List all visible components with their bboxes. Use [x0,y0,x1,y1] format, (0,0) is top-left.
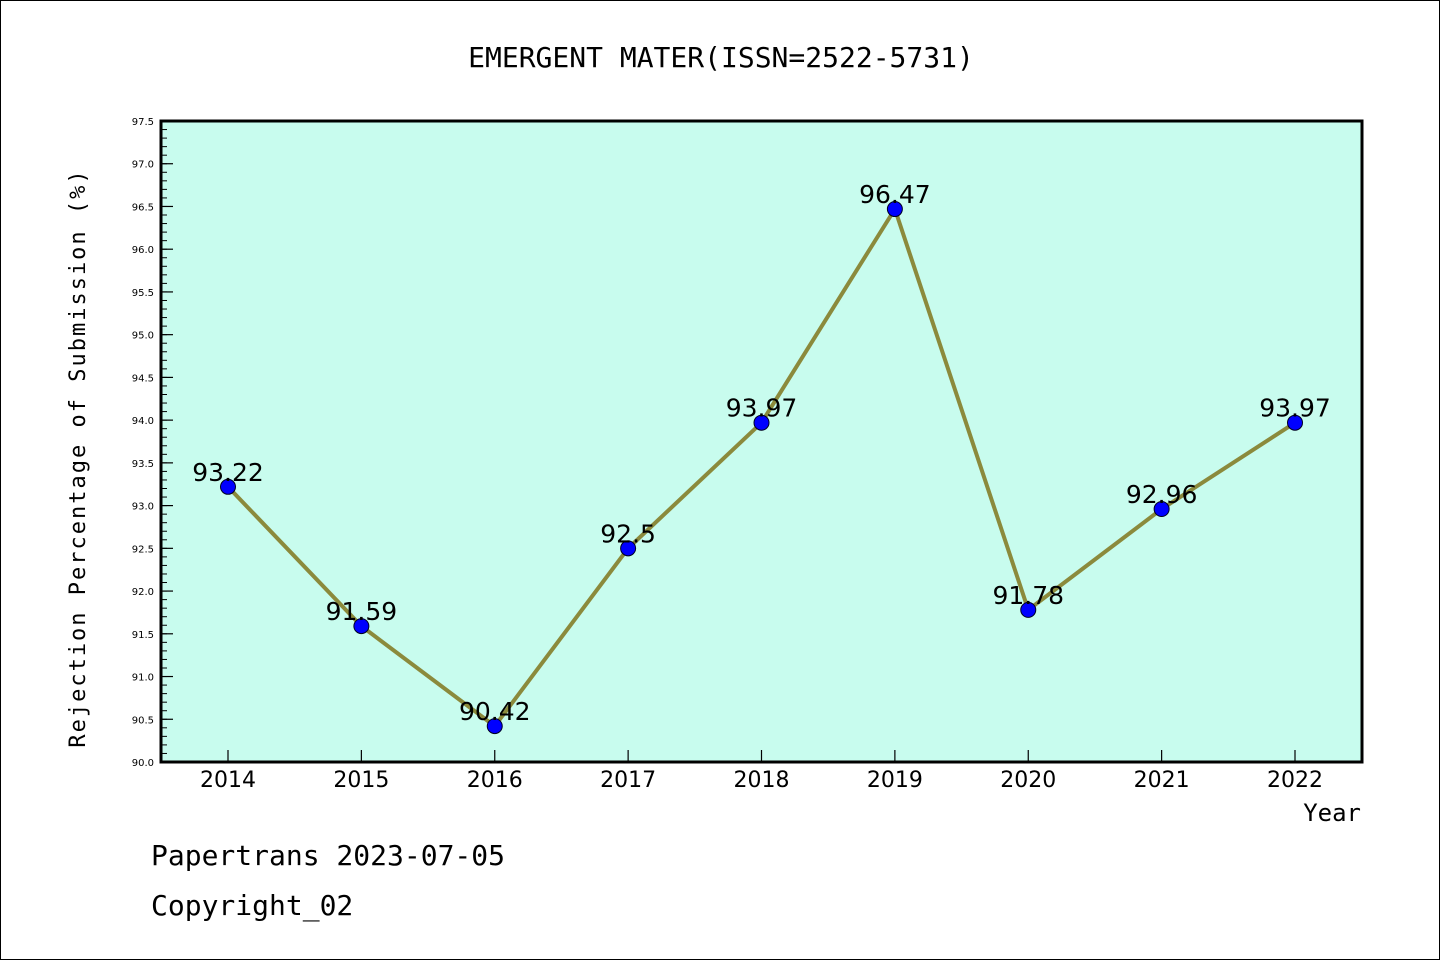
data-point [620,540,637,557]
data-point [486,718,503,735]
data-point [1153,501,1170,518]
footer-date: Papertrans 2023-07-05 [151,839,505,872]
y-tick-label: 97.0 [132,160,154,171]
data-point [353,618,370,635]
y-axis-label: Rejection Percentage of Submission (%) [66,168,91,747]
x-axis-label: Year [1303,799,1361,827]
data-point [220,478,236,495]
y-tick-label: 94.0 [132,416,154,427]
data-label: 91.78 [992,581,1064,610]
footer-copyright: Copyright_02 [151,889,353,923]
data-labels: 93.22 91.59 90.42 92.5 93.97 96.47 91.78 92.96 9… [192,180,1331,726]
y-tick-label: 97.5 [132,117,154,128]
data-label: 92.96 [1126,480,1198,509]
x-tick-label: 2015 [333,768,389,793]
y-tick-label: 96.5 [132,202,154,213]
plot-area [161,121,1362,762]
chart-title: EMERGENT MATER(ISSN=2522-5731) [468,41,974,74]
data-label: 92.5 [600,519,656,548]
data-label: 93.97 [1259,394,1331,423]
x-tick-label: 2020 [1000,768,1056,793]
data-label: 90.42 [459,697,531,726]
x-tick-label: 2017 [600,768,656,793]
x-tick-label: 2022 [1267,768,1323,793]
y-tick-label: 90.5 [132,715,154,726]
y-tick-label: 90.0 [132,758,154,769]
y-tick-label: 96.0 [132,245,154,256]
x-tick-labels: 2014 2015 2016 2017 2018 2019 2020 2021 2022 [200,768,1323,793]
x-tick-label: 2016 [467,768,523,793]
x-tick-label: 2021 [1134,768,1190,793]
y-tick-label: 91.5 [132,630,154,641]
y-tick-label: 92.5 [132,544,154,555]
data-point [753,414,770,431]
y-tick-label: 95.0 [132,331,154,342]
x-tick-label: 2018 [734,768,790,793]
data-point [886,201,903,218]
y-tick-label: 94.5 [132,373,154,384]
y-tick-label: 93.0 [132,502,154,513]
y-tick-label: 93.5 [132,459,154,470]
y-tick-labels: 90.0 90.5 91.0 91.5 92.0 92.5 93.0 93.5 94.0 94.5… [132,117,154,769]
x-tick-label: 2019 [867,768,923,793]
y-tick-label: 91.0 [132,673,154,684]
y-tick-label: 92.0 [132,587,154,598]
data-label: 96.47 [859,180,931,209]
x-tick-label: 2014 [200,768,256,793]
data-markers [220,201,1303,735]
data-label: 91.59 [326,597,398,626]
y-tick-label: 95.5 [132,288,154,299]
data-point [1020,601,1037,618]
data-label: 93.97 [726,394,798,423]
plot-border [159,119,1364,764]
data-label: 93.22 [192,458,264,487]
data-point [1287,414,1303,431]
